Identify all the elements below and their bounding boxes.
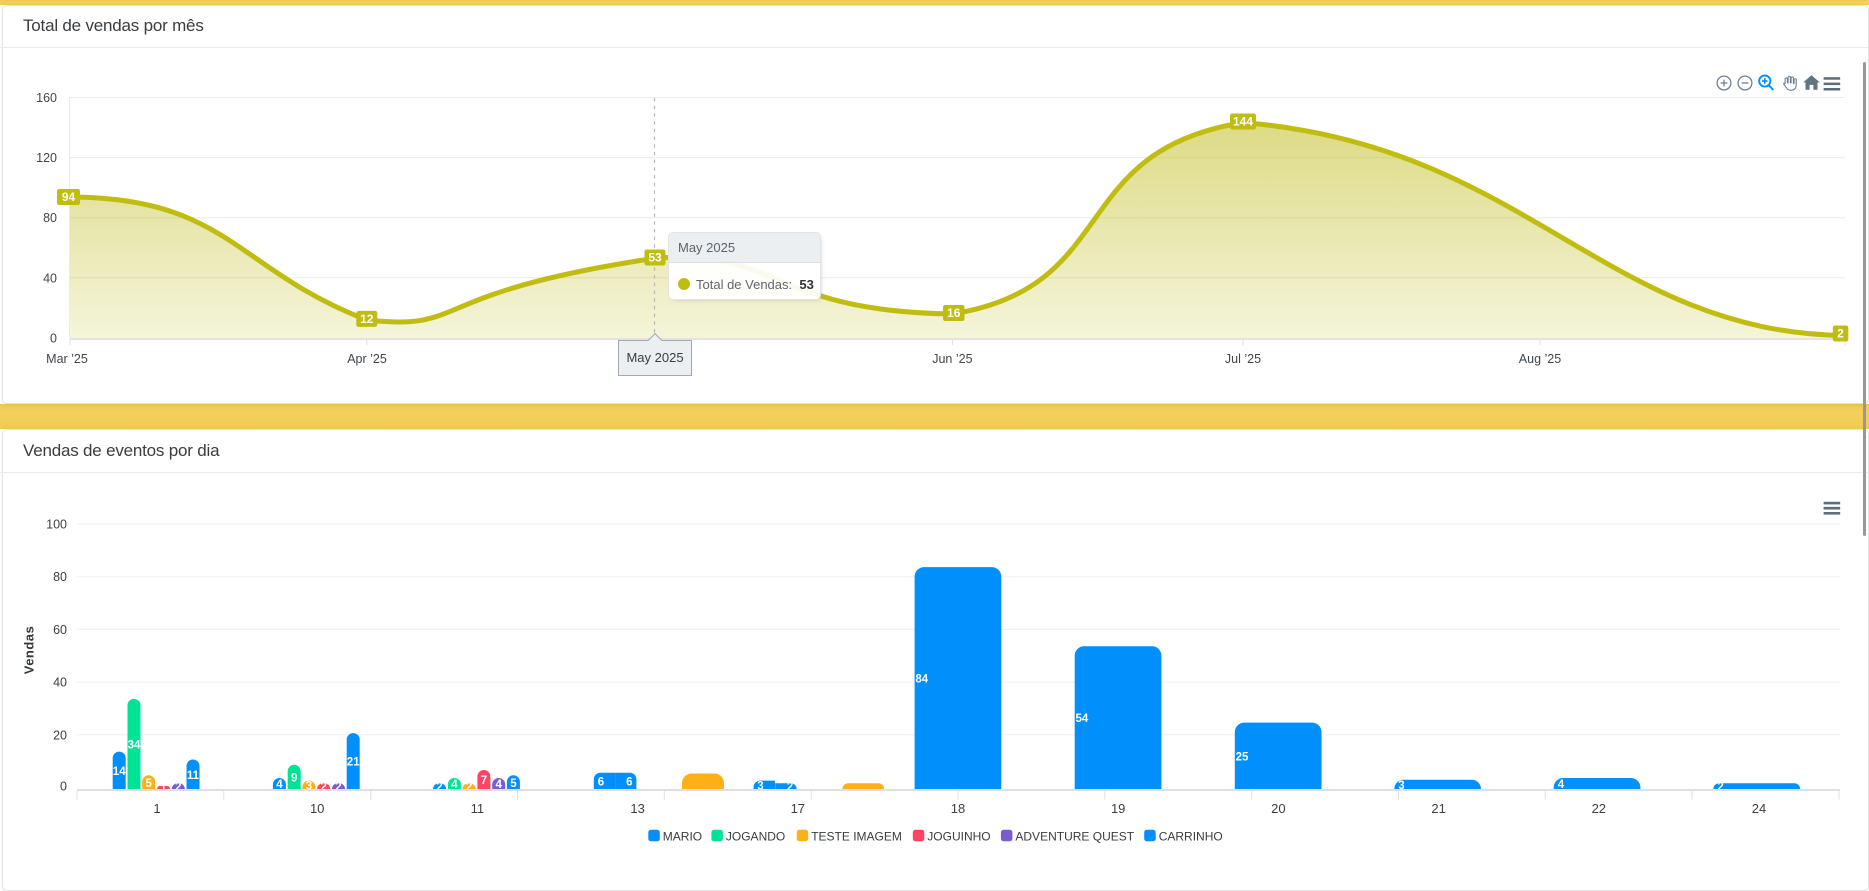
svg-text:5: 5 bbox=[510, 778, 517, 790]
svg-text:80: 80 bbox=[43, 211, 57, 225]
svg-text:144: 144 bbox=[1233, 115, 1253, 129]
svg-text:MARIO: MARIO bbox=[663, 829, 702, 843]
svg-text:4: 4 bbox=[1558, 779, 1565, 791]
svg-text:94: 94 bbox=[62, 190, 76, 204]
svg-text:80: 80 bbox=[53, 570, 67, 584]
svg-text:2: 2 bbox=[320, 782, 326, 794]
svg-text:1: 1 bbox=[160, 783, 167, 795]
svg-text:160: 160 bbox=[36, 91, 57, 105]
svg-text:CARRINHO: CARRINHO bbox=[1159, 829, 1223, 843]
svg-text:2: 2 bbox=[1837, 327, 1844, 341]
svg-text:0: 0 bbox=[50, 332, 57, 346]
svg-text:Vendas: Vendas bbox=[22, 626, 37, 675]
svg-text:40: 40 bbox=[43, 271, 57, 285]
svg-text:3: 3 bbox=[1398, 780, 1404, 792]
svg-text:Jun ’25: Jun ’25 bbox=[932, 352, 972, 366]
svg-text:2: 2 bbox=[466, 782, 472, 794]
svg-text:100: 100 bbox=[46, 518, 67, 532]
svg-text:3: 3 bbox=[757, 780, 763, 792]
svg-text:11: 11 bbox=[471, 801, 485, 816]
svg-text:12: 12 bbox=[360, 312, 374, 326]
svg-text:18: 18 bbox=[951, 801, 965, 816]
svg-text:JOGUINHO: JOGUINHO bbox=[927, 829, 990, 843]
svg-text:2: 2 bbox=[787, 782, 793, 794]
svg-text:4: 4 bbox=[276, 779, 283, 791]
svg-text:54: 54 bbox=[1076, 713, 1089, 725]
svg-text:2: 2 bbox=[175, 782, 181, 794]
svg-text:53: 53 bbox=[648, 251, 662, 265]
svg-text:5: 5 bbox=[145, 778, 152, 790]
svg-text:20: 20 bbox=[53, 728, 67, 742]
svg-text:Jul ’25: Jul ’25 bbox=[1225, 352, 1261, 366]
svg-text:JOGANDO: JOGANDO bbox=[726, 829, 785, 843]
svg-text:13: 13 bbox=[630, 801, 644, 816]
svg-text:34: 34 bbox=[128, 740, 141, 752]
svg-text:120: 120 bbox=[36, 151, 57, 165]
svg-text:3: 3 bbox=[306, 780, 312, 792]
svg-text:Apr ’25: Apr ’25 bbox=[347, 352, 387, 366]
svg-text:17: 17 bbox=[791, 801, 805, 816]
svg-text:21: 21 bbox=[347, 757, 360, 769]
svg-text:19: 19 bbox=[1111, 801, 1125, 816]
svg-text:2: 2 bbox=[436, 782, 442, 794]
svg-text:6: 6 bbox=[626, 777, 632, 789]
svg-text:22: 22 bbox=[1592, 801, 1606, 816]
svg-text:1: 1 bbox=[153, 801, 160, 816]
svg-text:4: 4 bbox=[451, 779, 458, 791]
svg-text:0: 0 bbox=[60, 780, 67, 794]
svg-text:16: 16 bbox=[947, 306, 961, 320]
svg-text:2: 2 bbox=[1717, 782, 1723, 794]
svg-text:4: 4 bbox=[495, 779, 502, 791]
svg-text:TESTE IMAGEM: TESTE IMAGEM bbox=[811, 829, 902, 843]
svg-text:40: 40 bbox=[53, 676, 67, 690]
svg-text:9: 9 bbox=[291, 773, 297, 785]
svg-text:24: 24 bbox=[1752, 801, 1766, 816]
svg-text:ADVENTURE QUEST: ADVENTURE QUEST bbox=[1015, 829, 1134, 843]
svg-text:Aug ’25: Aug ’25 bbox=[1519, 352, 1561, 366]
svg-text:11: 11 bbox=[187, 770, 200, 782]
svg-text:6: 6 bbox=[598, 777, 604, 789]
svg-text:10: 10 bbox=[310, 801, 324, 816]
svg-text:21: 21 bbox=[1431, 801, 1445, 816]
svg-text:7: 7 bbox=[481, 775, 487, 787]
svg-text:Mar ’25: Mar ’25 bbox=[46, 352, 88, 366]
svg-text:60: 60 bbox=[53, 623, 67, 637]
svg-text:84: 84 bbox=[915, 674, 928, 686]
svg-text:25: 25 bbox=[1236, 751, 1249, 763]
svg-text:14: 14 bbox=[113, 766, 126, 778]
svg-text:2: 2 bbox=[335, 782, 341, 794]
svg-text:20: 20 bbox=[1271, 801, 1285, 816]
